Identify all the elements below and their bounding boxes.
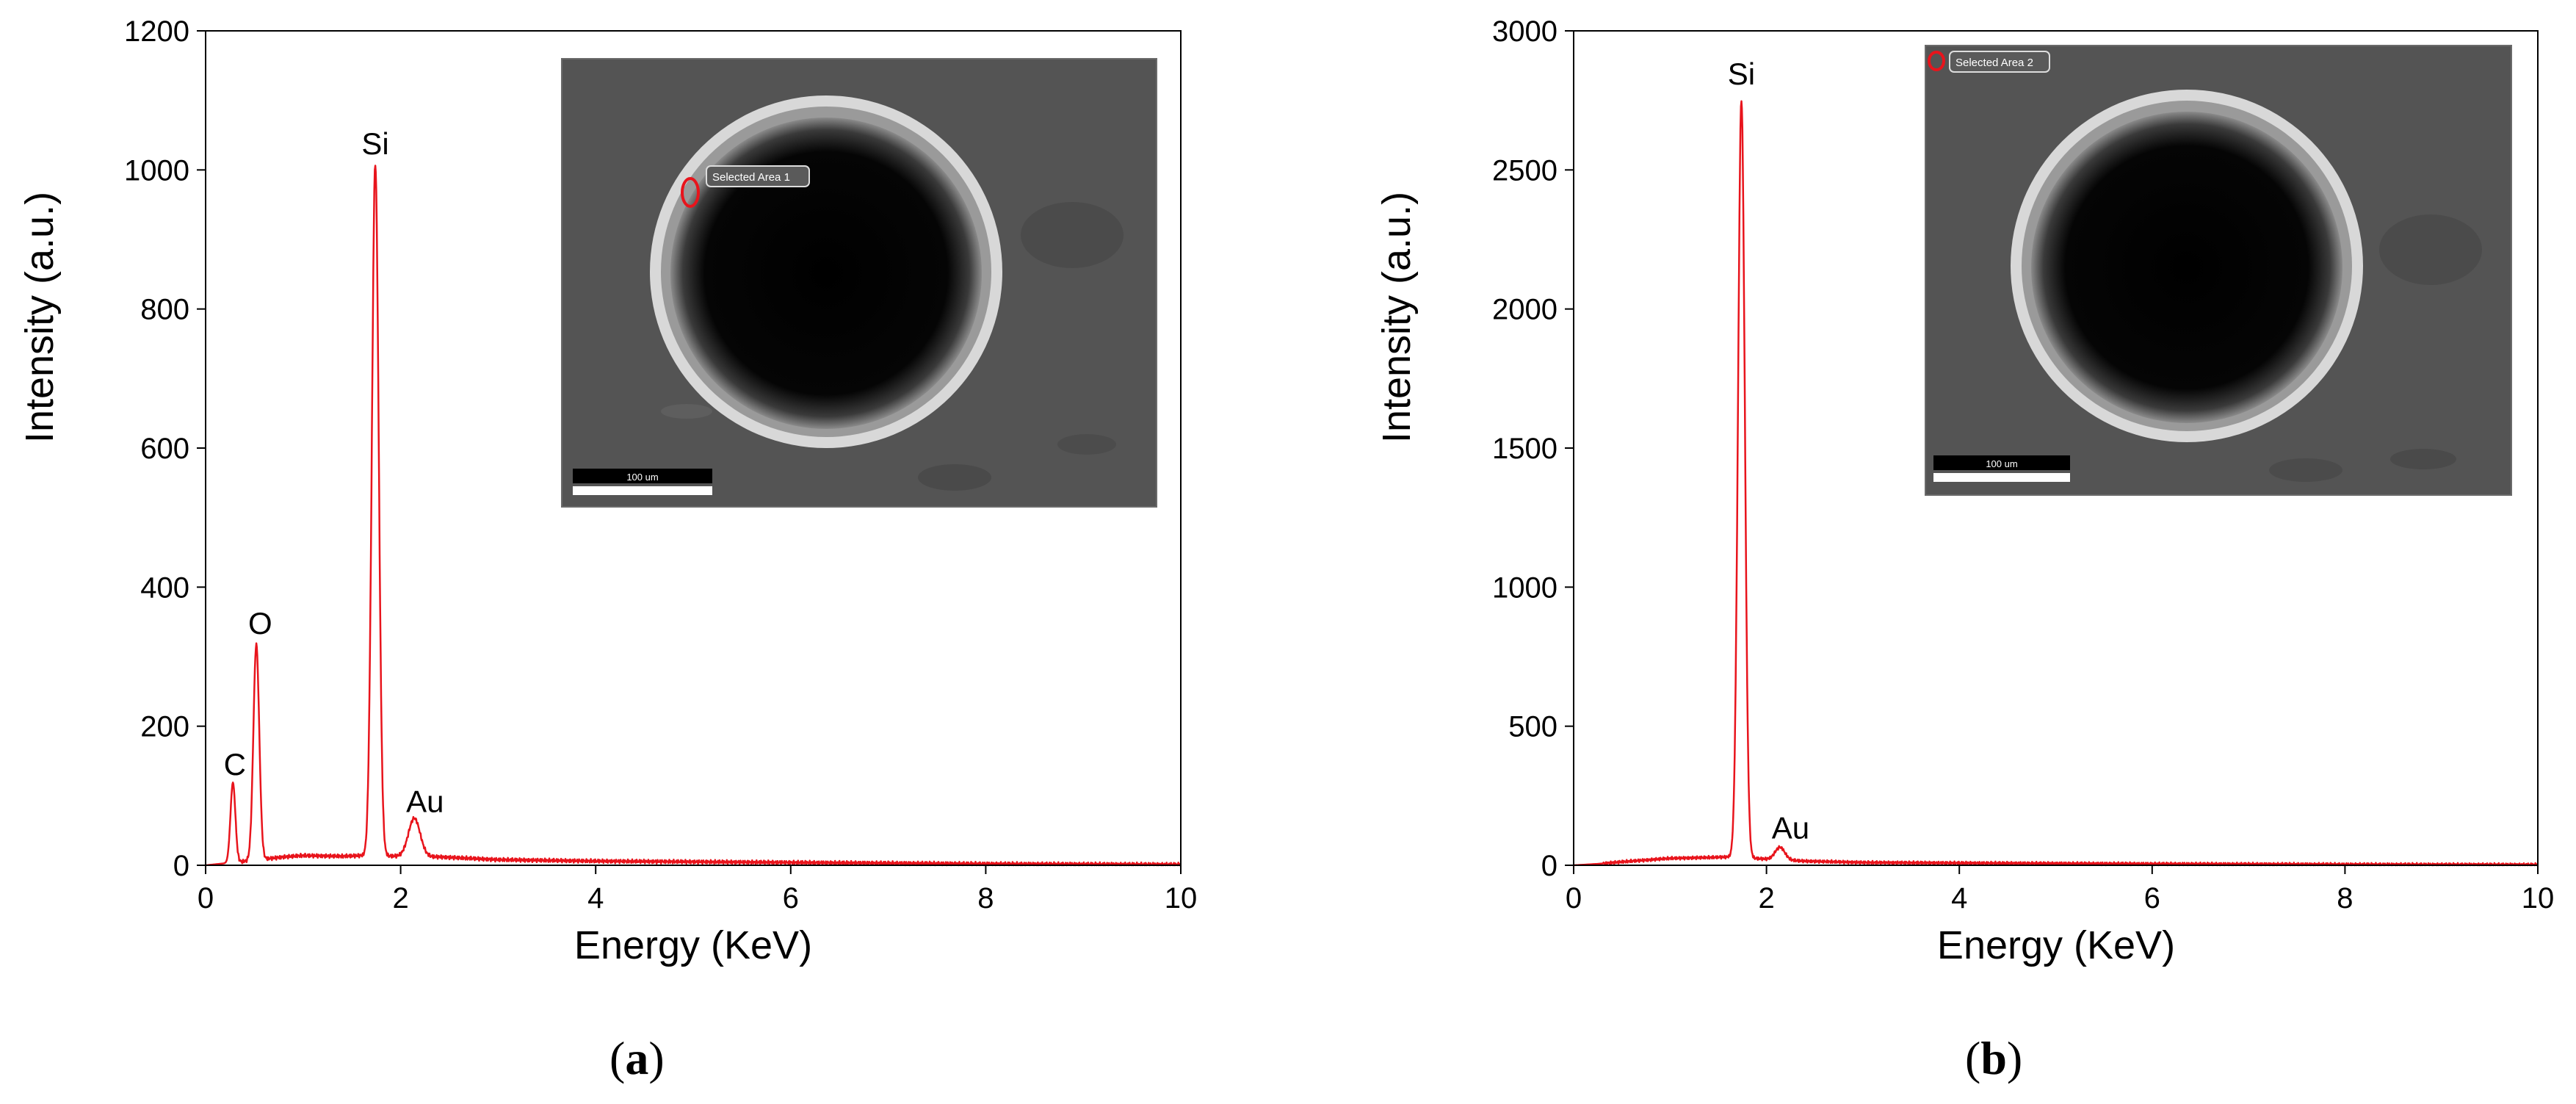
y-tick-label: 400 (140, 571, 189, 604)
x-tick-label: 0 (198, 882, 214, 914)
scale-label: 100 um (626, 472, 658, 483)
peak-label: Au (1772, 810, 1809, 845)
x-tick-label: 10 (2522, 882, 2555, 914)
peak-label: O (248, 606, 272, 641)
x-tick-label: 4 (587, 882, 604, 914)
selection-label-box (1949, 51, 2050, 73)
spectrum-line (205, 165, 1182, 867)
x-axis-label: Energy (KeV) (1937, 923, 2175, 967)
sem-texture (2390, 449, 2456, 469)
y-tick-label: 1000 (124, 154, 189, 187)
sem-border (1925, 45, 2512, 496)
sem-border (561, 58, 1157, 508)
x-tick-label: 8 (2337, 882, 2353, 914)
y-tick-label: 1000 (1492, 571, 1557, 604)
y-tick-label: 200 (140, 711, 189, 743)
pore-hole (670, 118, 982, 429)
selection-marker (681, 177, 700, 208)
y-tick-label: 0 (1541, 850, 1557, 882)
peak-label-group: Si Au (1728, 57, 1809, 845)
y-tick-label: 1200 (124, 15, 189, 48)
x-tick-label: 6 (783, 882, 799, 914)
x-tick-label: 2 (1758, 882, 1774, 914)
scale-bar-box (1933, 455, 2070, 470)
x-tick-label: 2 (392, 882, 408, 914)
sem-texture (1057, 434, 1116, 455)
panel-letter-b: b (1980, 1032, 2007, 1084)
selection-label-box (706, 165, 810, 187)
tick-group: 0 2 4 6 8 10 0 200 400 600 800 1000 1200 (124, 15, 1197, 914)
chart-b-svg: Intensity (a.u.) 0 2 4 6 8 10 0 500 1000 1500 2000… (1375, 15, 2554, 1084)
panel-letter-a: a (625, 1032, 648, 1084)
scale-bar (573, 486, 712, 495)
peak-label: Au (406, 784, 444, 818)
sem-texture (1021, 202, 1124, 268)
pore-hole (2031, 112, 2342, 423)
tick-group: 0 2 4 6 8 10 0 500 1000 1500 2000 2500 3000 (1492, 15, 2554, 914)
plot-frame (205, 30, 1182, 866)
y-tick-label: 1500 (1492, 433, 1557, 465)
sem-texture (2269, 458, 2342, 482)
panel-caption-b: (b) (1965, 1032, 2022, 1084)
chart-panel-b: Intensity (a.u.) 0 2 4 6 8 10 0 500 1000 1500 2000… (1366, 0, 2576, 1100)
x-tick-label: 0 (1566, 882, 1582, 914)
y-tick-label: 800 (140, 294, 189, 326)
selection-label: Selected Area 1 (712, 171, 790, 184)
sem-texture (661, 404, 712, 419)
x-axis-label: Energy (KeV) (574, 923, 812, 967)
selection-label: Selected Area 2 (1955, 57, 2033, 69)
chart-panel-a: Intensity (a.u.) 0 2 4 6 8 10 0 200 400 600 800 100… (0, 0, 1248, 1100)
sem-inset: Selected Area 1 100 um (561, 58, 1157, 508)
sem-texture (918, 464, 991, 491)
x-tick-label: 10 (1165, 882, 1198, 914)
scale-bar-box (573, 469, 712, 483)
plot-frame (1573, 30, 2539, 866)
x-tick-label: 6 (2144, 882, 2160, 914)
sem-inset: Selected Area 2 100 um (1925, 45, 2512, 496)
peak-label: Si (1728, 57, 1755, 91)
x-tick-label: 8 (977, 882, 994, 914)
y-axis-label: Intensity (a.u.) (18, 192, 62, 443)
selection-marker (1928, 51, 1945, 71)
peak-label: Si (361, 126, 388, 161)
panel-caption-a: (a) (609, 1032, 665, 1084)
sem-texture (2379, 214, 2482, 285)
x-tick-label: 4 (1951, 882, 1967, 914)
y-tick-label: 500 (1508, 711, 1557, 743)
y-tick-label: 600 (140, 433, 189, 465)
y-tick-label: 0 (173, 850, 189, 882)
y-axis-label: Intensity (a.u.) (1375, 192, 1419, 443)
y-tick-label: 2500 (1492, 154, 1557, 187)
scale-label: 100 um (1986, 458, 2017, 469)
peak-label-group: C O Si Au (224, 126, 444, 819)
y-tick-label: 3000 (1492, 15, 1557, 48)
peak-label: C (224, 747, 246, 782)
scale-bar (1933, 473, 2070, 482)
y-tick-label: 2000 (1492, 294, 1557, 326)
series-group (205, 165, 1182, 867)
chart-a-svg: Intensity (a.u.) 0 2 4 6 8 10 0 200 400 600 800 100… (18, 15, 1197, 1084)
